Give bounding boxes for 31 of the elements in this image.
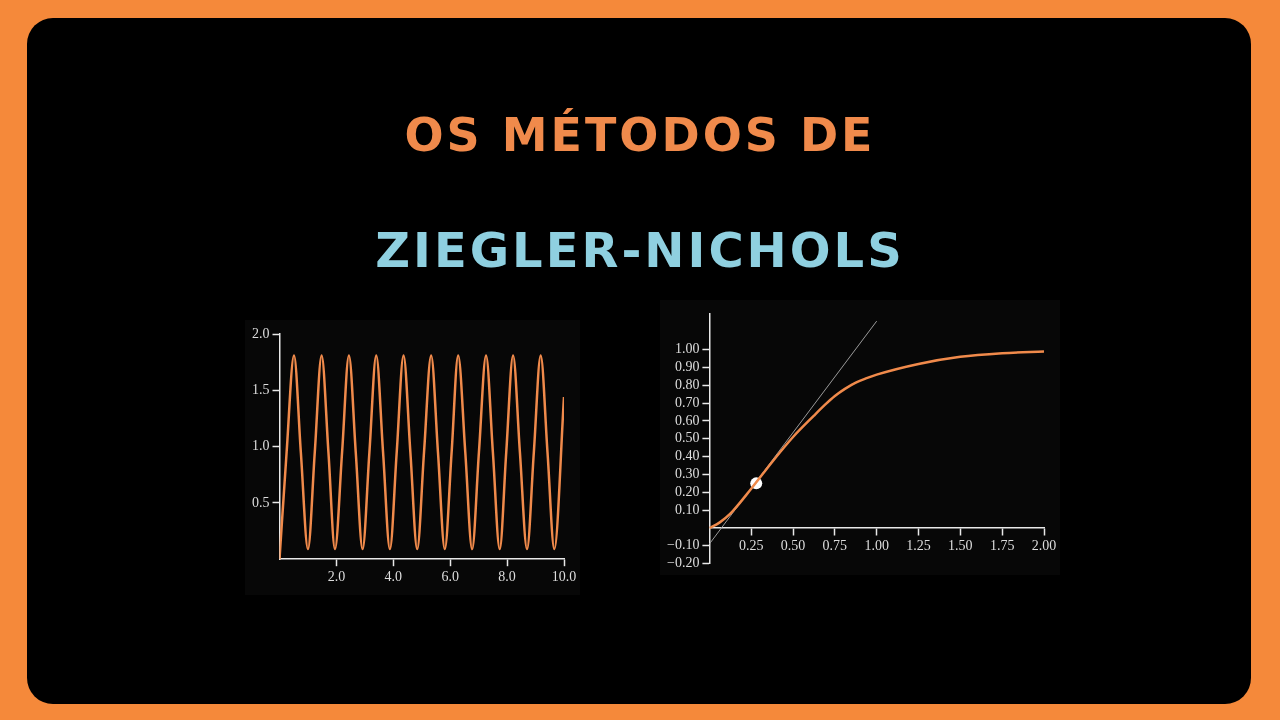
x-tick-label: 4.0	[384, 569, 403, 585]
x-tick-label: 0.25	[738, 538, 764, 554]
y-tick-label: 0.70	[674, 394, 700, 410]
y-tick-label: 0.30	[674, 466, 700, 482]
y-tick-label: 0.60	[674, 412, 700, 428]
y-tick-label: 1.0	[252, 438, 270, 454]
y-tick-label: 0.80	[674, 376, 700, 392]
y-tick-label: −0.20	[666, 555, 700, 571]
y-tick-label: 0.20	[674, 483, 700, 499]
y-tick-label: 0.5	[252, 494, 270, 510]
y-tick-label: 0.50	[674, 430, 700, 446]
y-tick-label: 2.0	[252, 325, 270, 341]
y-tick-label: −0.10	[666, 537, 700, 553]
y-tick-label: 0.40	[674, 448, 700, 464]
x-tick-label: 0.75	[822, 538, 848, 554]
x-tick-label: 2.00	[1031, 538, 1057, 554]
x-tick-label: 6.0	[441, 569, 459, 585]
x-tick-label: 2.0	[327, 569, 346, 585]
chart-title: OS MÉTODOS DE	[403, 108, 877, 162]
x-tick-label: 1.25	[906, 538, 931, 554]
x-tick-label: 1.00	[864, 538, 889, 554]
y-tick-label: 0.10	[674, 501, 700, 517]
x-tick-label: 8.0	[498, 569, 516, 585]
chart-subtitle: ZIEGLER-NICHOLS	[374, 222, 906, 278]
y-tick-label: 0.90	[674, 359, 700, 375]
x-tick-label: 1.50	[948, 538, 973, 554]
x-tick-label: 10.0	[551, 569, 577, 585]
x-tick-label: 0.50	[780, 538, 806, 554]
y-tick-label: 1.00	[674, 341, 700, 357]
y-tick-label: 1.5	[252, 381, 270, 397]
x-tick-label: 1.75	[989, 538, 1015, 554]
